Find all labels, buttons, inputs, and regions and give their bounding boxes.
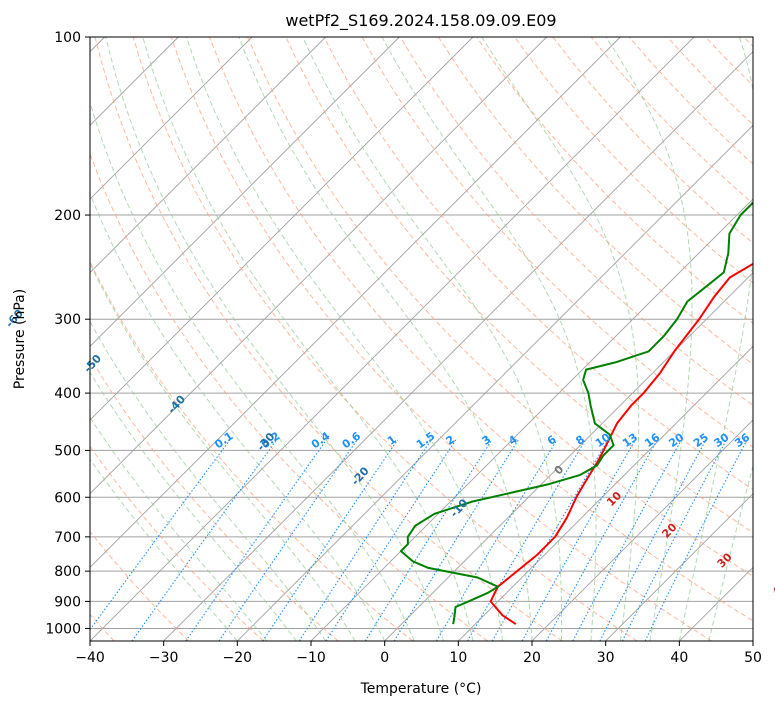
dry-adiabat-line — [90, 152, 488, 641]
isotherm-line — [90, 37, 326, 274]
y-tick-label: 400 — [54, 386, 81, 402]
moist-adiabat-line — [90, 192, 386, 641]
dry-adiabat-line — [514, 37, 753, 284]
x-tick-label: −40 — [75, 650, 105, 666]
x-tick-label: −10 — [296, 650, 326, 666]
x-tick-label: 50 — [744, 650, 762, 666]
plot-area — [90, 37, 753, 641]
y-tick-label: 200 — [54, 208, 81, 224]
series-layer — [399, 201, 753, 625]
isotherm-line — [384, 272, 753, 641]
isotherm-line — [163, 51, 753, 641]
moist-adiabat-line — [186, 37, 503, 641]
y-tick-label: 100 — [54, 30, 81, 46]
moist-adiabat-line — [481, 37, 640, 641]
isotherm-line — [531, 419, 753, 641]
dry-adiabat-line — [323, 37, 753, 491]
x-axis-title: Temperature (°C) — [360, 681, 482, 697]
isotherm-line — [237, 124, 753, 641]
x-tick-label: −30 — [149, 650, 179, 666]
grid-layer — [90, 37, 753, 641]
dewpoint-profile-line — [399, 201, 753, 625]
dry-adiabat-line — [90, 260, 414, 641]
moist-adiabat-line — [708, 464, 753, 641]
mixing-ratio-line — [467, 439, 586, 641]
moist-adiabat-label: 40 — [770, 578, 775, 598]
moist-adiabat-line — [90, 320, 327, 641]
x-tick-label: 0 — [380, 650, 389, 666]
mixing-ratio-line — [545, 439, 658, 641]
y-tick-label: 600 — [54, 490, 81, 506]
isotherm-line — [90, 37, 253, 200]
mixing-ratio-line — [393, 439, 519, 641]
mixing-ratio-line — [218, 439, 358, 641]
y-axis-title: Pressure (hPa) — [12, 289, 28, 389]
moist-adiabat-line — [90, 262, 356, 641]
x-tick-label: 10 — [449, 650, 467, 666]
isotherm-line — [458, 345, 753, 641]
dry-adiabat-line — [90, 530, 190, 641]
isotherm-line — [90, 37, 547, 495]
dry-adiabat-line — [247, 37, 753, 577]
mixing-ratio-line — [435, 439, 558, 641]
moist-adiabat-line — [90, 458, 238, 641]
y-tick-label: 700 — [54, 530, 81, 546]
plot-frame — [89, 36, 754, 642]
moist-adiabat-line — [678, 37, 753, 641]
temperature-profile-line — [489, 262, 753, 625]
dry-adiabat-line — [90, 356, 339, 641]
background-lines — [90, 37, 753, 641]
isotherm-line — [90, 37, 474, 421]
moist-adiabat-line — [238, 37, 533, 641]
dry-adiabat-line — [399, 37, 753, 407]
moist-adiabat-line — [381, 37, 597, 641]
mixing-ratio-line — [364, 439, 493, 641]
chart-title: wetPf2_S169.2024.158.09.09.E09 — [285, 11, 556, 31]
dry-adiabat-line — [132, 37, 638, 641]
y-tick-label: 900 — [54, 594, 81, 610]
x-tick-label: 20 — [523, 650, 541, 666]
y-tick-label: 800 — [54, 564, 81, 580]
x-tick-label: 30 — [597, 650, 615, 666]
isotherm-line — [90, 37, 695, 641]
x-tick-label: −20 — [223, 650, 253, 666]
mixing-ratio-line — [131, 439, 278, 641]
dry-adiabat-line — [209, 37, 753, 622]
x-tick-label: 40 — [670, 650, 688, 666]
moist-adiabat-line — [605, 37, 693, 641]
dry-adiabat-line — [437, 37, 753, 365]
moist-adiabat-line — [142, 37, 474, 641]
axis-layer: −40 −30 −20 −10 0 10 20 30 40 50 100 200 300 400 500 60… — [45, 30, 762, 666]
moist-adiabat-line — [90, 416, 268, 641]
isotherm-line — [605, 493, 753, 641]
mixing-ratio-line — [185, 439, 327, 641]
dry-adiabat-line — [90, 445, 264, 641]
moist-adiabat-line — [302, 37, 563, 641]
y-tick-label: 1000 — [45, 621, 81, 637]
isotherm-line — [90, 37, 400, 347]
isotherm-line — [90, 37, 621, 568]
moist-adiabat-line — [105, 37, 445, 641]
mixing-ratio-line — [262, 439, 399, 641]
mixing-ratio-line — [621, 439, 727, 641]
dry-adiabat-line — [94, 37, 563, 641]
mixing-ratio-line — [298, 439, 432, 641]
mixing-ratio-line — [325, 439, 457, 641]
mixing-ratio-line — [572, 439, 682, 641]
dry-adiabat-line — [170, 37, 712, 641]
y-tick-label: 300 — [54, 312, 81, 328]
y-tick-label: 500 — [54, 443, 81, 459]
mixing-ratio-line — [599, 439, 707, 641]
